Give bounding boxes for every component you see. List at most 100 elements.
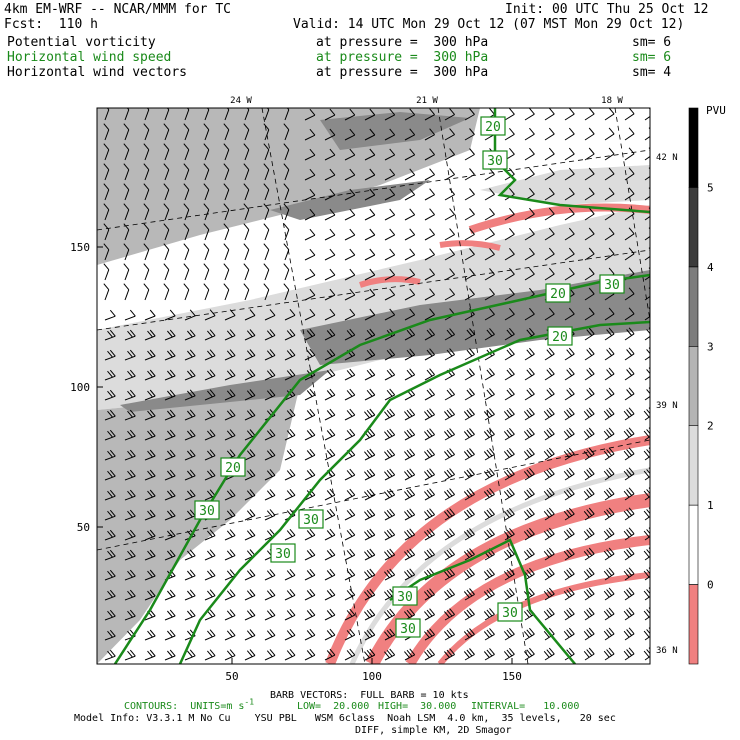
wind-barb — [144, 489, 156, 501]
wind-barb — [364, 328, 376, 341]
wind-barb — [224, 509, 236, 521]
wind-barb — [223, 163, 230, 181]
wind-barb — [523, 407, 535, 421]
wind-barb — [124, 469, 136, 481]
wind-barb — [204, 108, 210, 121]
wind-barb — [563, 507, 575, 521]
wind-barb — [344, 628, 356, 641]
wind-barb — [304, 228, 316, 241]
wind-barb — [144, 569, 156, 581]
wind-barb — [503, 427, 515, 441]
contour-units-exponent: -1 — [244, 697, 255, 707]
wind-barb — [444, 248, 455, 261]
wind-barb — [243, 283, 250, 301]
wind-barb — [283, 123, 290, 141]
wind-barb — [544, 227, 555, 241]
wind-barb — [444, 508, 455, 521]
wind-barb — [384, 448, 396, 461]
wind-barb — [384, 568, 396, 581]
wind-barb — [144, 509, 156, 521]
wind-barb — [364, 448, 376, 461]
wind-barb — [163, 243, 170, 261]
contour-label: 30 — [270, 543, 296, 563]
wind-barb — [364, 508, 376, 521]
wind-barb — [204, 329, 216, 341]
wind-barb — [264, 569, 276, 581]
svg-text:30: 30 — [400, 622, 416, 637]
wind-barb — [424, 628, 435, 641]
wind-barb — [304, 588, 316, 601]
wind-barb — [564, 227, 575, 241]
wind-barb — [424, 208, 435, 221]
wind-barb — [144, 409, 156, 421]
wind-barb — [603, 447, 615, 461]
wind-barb — [324, 388, 336, 401]
wind-barb — [564, 267, 575, 281]
wind-barb — [324, 628, 336, 641]
wind-barb — [524, 227, 535, 241]
wind-barb — [304, 328, 316, 341]
contour-label: 20 — [545, 283, 571, 303]
wind-barb — [324, 168, 336, 181]
colorbar-tick-label: 4 — [707, 261, 714, 274]
colorbar-bin — [688, 584, 699, 665]
wind-barb — [144, 389, 156, 401]
wind-barb — [103, 263, 110, 281]
colorbar-title: PVU — [706, 104, 726, 117]
wind-barb — [463, 608, 475, 621]
wind-barb — [543, 487, 555, 501]
wind-barb — [523, 527, 535, 541]
wind-barb — [124, 329, 136, 341]
wind-barb — [563, 427, 575, 441]
wind-barb — [163, 203, 170, 221]
wind-barb — [123, 223, 130, 241]
wind-barb — [384, 468, 396, 481]
wind-barb — [564, 207, 575, 221]
wind-barb — [364, 368, 376, 381]
wind-barb — [384, 188, 396, 201]
contour-label: 30 — [482, 150, 508, 170]
wind-barb — [324, 208, 336, 221]
wind-barb — [384, 488, 396, 501]
wind-barb — [564, 187, 575, 201]
wind-barb — [544, 167, 555, 181]
wind-barb — [584, 187, 595, 201]
wind-barb — [344, 148, 356, 161]
wind-barb — [424, 468, 435, 481]
wind-barb — [504, 127, 515, 141]
wind-barb — [224, 589, 236, 601]
wind-barb — [444, 288, 455, 301]
wind-barb — [404, 508, 416, 521]
wind-barb — [144, 309, 156, 321]
wind-barb — [304, 268, 316, 281]
contour-label: 30 — [497, 602, 523, 622]
wind-barb — [424, 548, 435, 561]
wind-barb — [523, 467, 535, 481]
wind-barb — [284, 428, 296, 441]
wind-barb — [163, 143, 170, 161]
axis-ticks: 50 100 150 50 100 150 24 W 21 W 18 W 42 N 39 N 36 N — [70, 96, 678, 683]
wind-barb — [444, 108, 455, 121]
lon-label: 21 W — [416, 96, 438, 106]
wind-barb — [444, 528, 455, 541]
wind-barb — [284, 568, 296, 581]
colorbar-bin — [688, 107, 699, 188]
wind-barb — [184, 509, 196, 521]
wind-barb — [504, 327, 515, 341]
wind-barb — [364, 188, 376, 201]
wind-barb — [364, 468, 376, 481]
wind-barb — [484, 268, 495, 281]
wind-barb — [424, 428, 435, 441]
wind-barb — [364, 388, 376, 401]
wind-barb — [184, 309, 196, 321]
wind-barb — [164, 589, 176, 601]
wind-barb — [524, 307, 535, 321]
wind-barb — [103, 283, 110, 301]
wind-barb — [623, 587, 635, 601]
wind-barb — [483, 408, 495, 421]
wind-barb — [424, 328, 435, 341]
wind-barb — [504, 347, 515, 361]
wind-barb — [444, 588, 455, 601]
lon-label: 18 W — [601, 96, 623, 106]
wind-barb — [623, 567, 635, 581]
